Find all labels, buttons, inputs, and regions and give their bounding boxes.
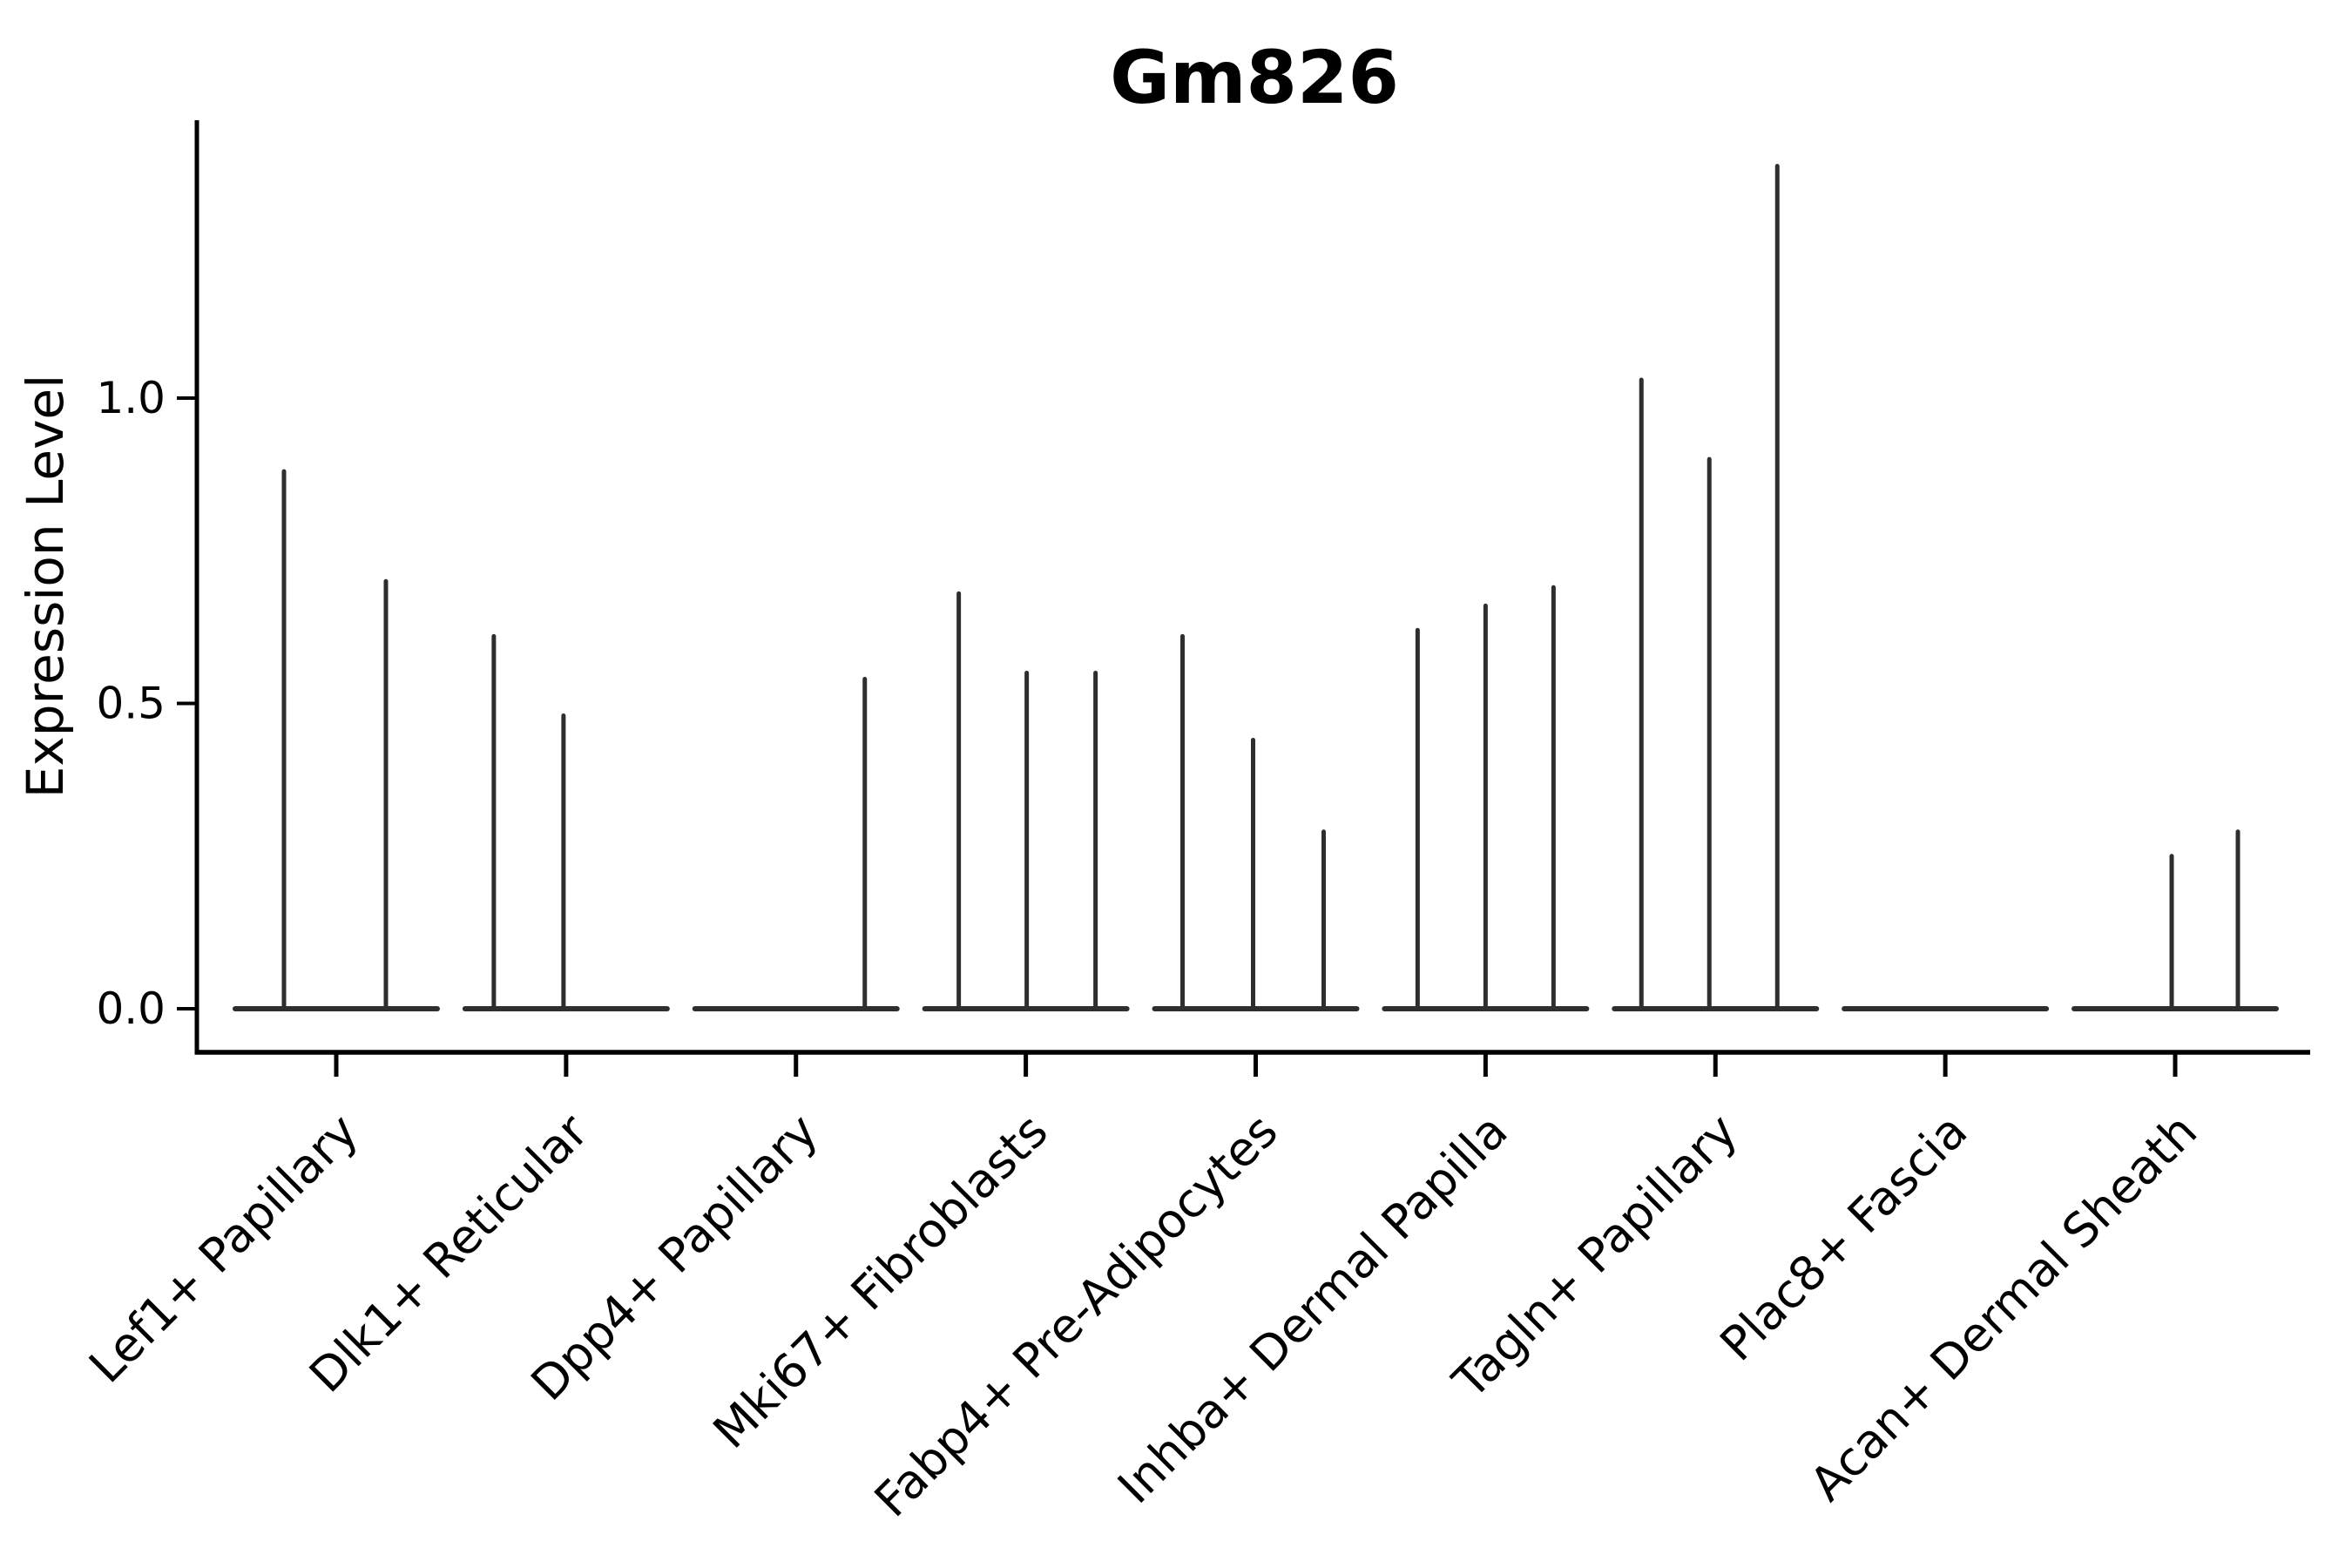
violin-baseline xyxy=(233,1006,440,1011)
y-axis-label: Expression Level xyxy=(16,375,75,798)
violin-group xyxy=(233,469,440,1011)
violin-group xyxy=(1152,633,1360,1011)
violin-group xyxy=(2072,829,2279,1011)
violin-baseline xyxy=(1842,1006,2050,1011)
chart-title: Gm826 xyxy=(1110,35,1399,120)
y-tick-labels: 0.0 0.5 1.0 xyxy=(96,373,195,1034)
violin-group xyxy=(1382,585,1590,1011)
y-tick-label: 1.0 xyxy=(96,373,166,423)
y-tick-label: 0.5 xyxy=(96,679,166,729)
violin-baseline xyxy=(692,1006,900,1011)
y-tick-label: 0.0 xyxy=(96,983,166,1034)
x-tick-label: Inhba+ Dermal Papilla xyxy=(1107,1104,1517,1514)
violin-baseline xyxy=(2072,1006,2279,1011)
violin-baseline xyxy=(1152,1006,1360,1011)
violin-baseline xyxy=(462,1006,670,1011)
axes xyxy=(194,120,2310,1055)
violin-group xyxy=(692,676,900,1011)
x-tick-label: Plac8+ Fascia xyxy=(1710,1104,1978,1372)
violin-group xyxy=(1842,1006,2050,1011)
x-tick-label: Fabp4+ Pre-Adipocytes xyxy=(864,1104,1288,1528)
x-tick-label: Acan+ Dermal Sheath xyxy=(1800,1104,2207,1511)
violin-baseline xyxy=(1612,1006,1820,1011)
violin-group xyxy=(462,633,670,1011)
violins-layer xyxy=(233,164,2279,1011)
violin-group xyxy=(1612,164,1820,1011)
violin-group xyxy=(922,591,1130,1011)
